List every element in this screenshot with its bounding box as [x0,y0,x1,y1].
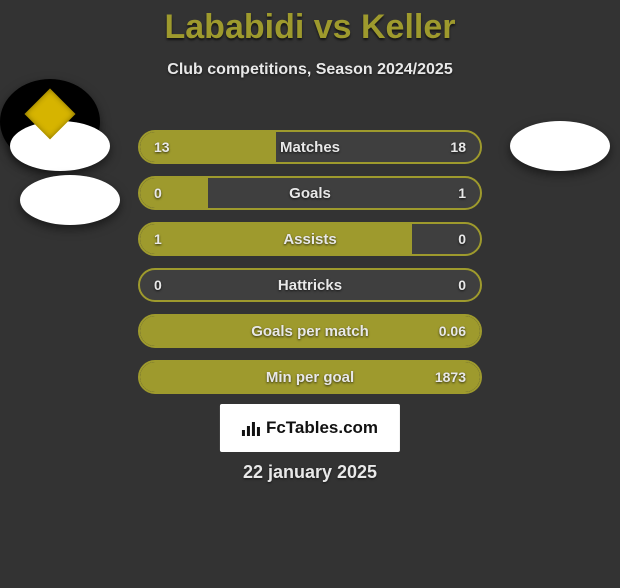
stat-value-right: 0 [458,224,466,254]
stat-row: Min per goal1873 [140,362,480,392]
stat-value-right: 1873 [435,362,466,392]
watermark-text: FcTables.com [266,418,378,438]
stats-container: Matches1318Goals01Assists10Hattricks00Go… [140,132,480,408]
date-text: 22 january 2025 [0,462,620,483]
player-left-club-badge [20,175,120,225]
stat-label: Matches [140,132,480,162]
stat-value-right: 0 [458,270,466,300]
stat-value-left: 13 [154,132,170,162]
stat-label: Goals per match [140,316,480,346]
page-title: Lababidi vs Keller [0,8,620,47]
stat-row: Matches13 18 [140,132,480,162]
watermark-badge: FcTables.com [220,404,400,452]
chart-bars-icon [242,420,260,436]
player-right-photo-placeholder [510,121,610,171]
stat-label: Assists [140,224,480,254]
stat-value-right: 18 [450,132,466,162]
stat-label: Hattricks [140,270,480,300]
stat-label: Min per goal [140,362,480,392]
stat-row: Goals0 1 [140,178,480,208]
stat-row: Goals per match0.06 [140,316,480,346]
page-subtitle: Club competitions, Season 2024/2025 [0,61,620,79]
stat-value-right: 1 [458,178,466,208]
stat-value-right: 0.06 [439,316,466,346]
stat-row: Assists1 0 [140,224,480,254]
stat-label: Goals [140,178,480,208]
stat-value-left: 0 [154,270,162,300]
stat-value-left: 0 [154,178,162,208]
stat-value-left: 1 [154,224,162,254]
stat-row: Hattricks0 0 [140,270,480,300]
